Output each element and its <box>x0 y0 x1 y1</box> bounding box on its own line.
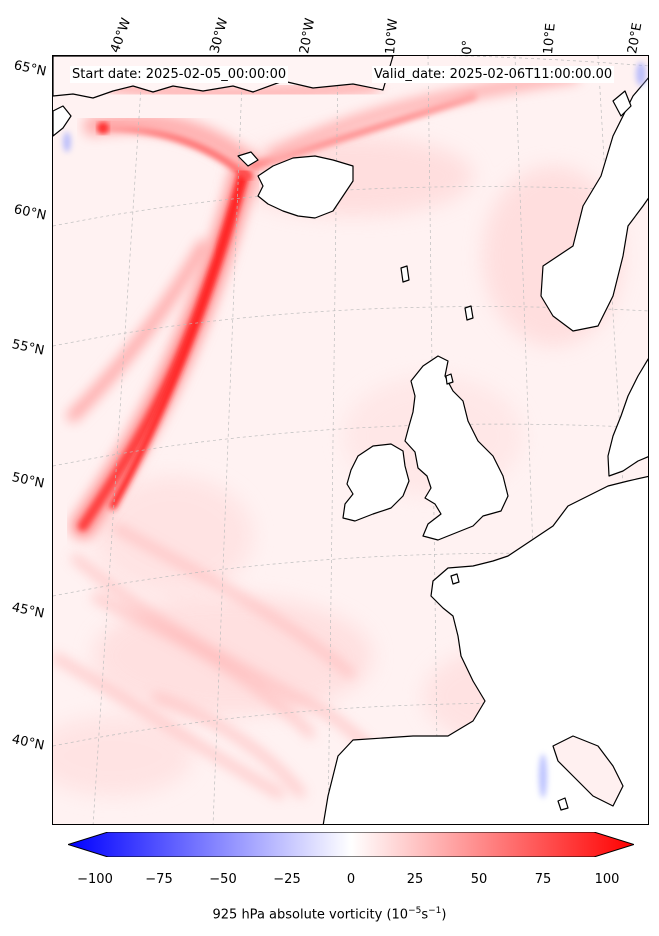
lon-label-40w: 40°W <box>107 16 135 55</box>
colorbar-label-exp2: −1 <box>428 906 442 916</box>
colorbar-tick-label: −25 <box>273 872 301 887</box>
lon-label-10e: 10°E <box>541 22 559 56</box>
great-britain <box>404 355 509 541</box>
vorticity-map <box>53 56 648 824</box>
frontal-vorticity-band <box>67 69 580 539</box>
lon-label-20w: 20°W <box>297 17 319 55</box>
lon-label-0: 0° <box>460 39 476 55</box>
scandinavia <box>540 77 648 332</box>
colorbar-tick-label: −75 <box>145 872 173 887</box>
continental-europe <box>322 475 648 824</box>
negative-vorticity-specks <box>63 62 646 798</box>
lon-label-30w: 30°W <box>207 16 232 55</box>
colorbar-tick-label: 50 <box>470 872 488 887</box>
colorbar <box>68 832 634 857</box>
colorbar-label-text: 925 hPa absolute vorticity (10 <box>212 907 409 923</box>
start-date-label: Start date: 2025-02-05_00:00:00 <box>70 66 289 83</box>
colorbar-tick-label: −100 <box>77 872 113 887</box>
colorbar-tick-label: 25 <box>406 872 424 887</box>
colorbar-tick-label: 100 <box>594 872 620 887</box>
colorbar-tick-label: 75 <box>534 872 552 887</box>
lat-label-60n: 60°N <box>12 202 48 224</box>
lat-label-65n: 65°N <box>12 58 48 80</box>
colorbar-label-close: ) <box>441 907 447 923</box>
lat-label-55n: 55°N <box>10 337 46 359</box>
valid-date-label: Valid_date: 2025-02-06T11:00:00.00 <box>372 66 615 83</box>
coastlines <box>53 56 648 824</box>
colorbar-label-exp1: −5 <box>408 906 422 916</box>
lat-label-40n: 40°N <box>10 732 46 754</box>
colorbar-tick-label: 0 <box>346 872 356 887</box>
lon-label-10w: 10°W <box>383 17 402 55</box>
colorbar-bar <box>68 832 634 857</box>
iceland <box>257 155 354 219</box>
colorbar-label-mid: s <box>421 907 429 923</box>
lat-label-50n: 50°N <box>10 470 46 492</box>
map-panel <box>52 55 649 825</box>
lat-label-45n: 45°N <box>10 600 46 622</box>
ireland <box>342 443 410 522</box>
colorbar-label: 925 hPa absolute vorticity (10−5s−1) <box>0 906 659 922</box>
vorticity-streaks <box>53 522 385 800</box>
lon-label-20e: 20°E <box>625 21 646 56</box>
colorbar-tick-label: −50 <box>209 872 237 887</box>
